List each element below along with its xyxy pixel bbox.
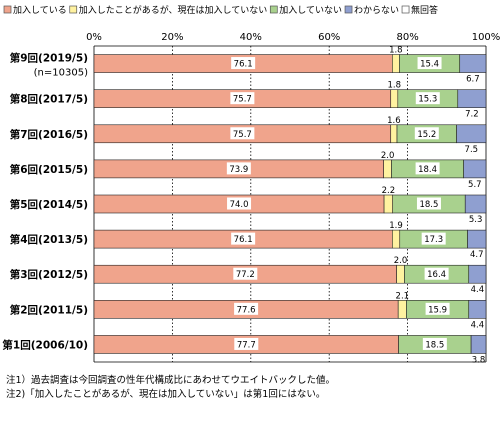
data-label-r4-s4: 5.7 — [468, 180, 482, 190]
x-tick-60: 60% — [318, 32, 340, 43]
data-label-bg-r3-s3 — [414, 127, 439, 140]
bar-segment-r8-s4 — [468, 300, 487, 319]
legend-label-5: 無回答 — [411, 4, 438, 16]
data-label-bg-r4-s3 — [415, 162, 440, 175]
data-label-r1-s2: 1.8 — [389, 46, 403, 56]
category-label-5: 第5回(2014/5) — [10, 198, 88, 211]
legend-swatch-4 — [344, 5, 353, 14]
data-label-r8-s1: 77.6 — [237, 305, 256, 315]
bar-segment-r6-s4 — [467, 229, 487, 249]
note-2: 注2)「加入したことがあるが、現在は加入していない」は第1回にはない。 — [6, 389, 326, 400]
data-label-bg-r6-s1 — [231, 232, 256, 245]
data-label-r9-s1: 77.7 — [237, 340, 256, 350]
category-label-7: 第3回(2012/5) — [10, 268, 88, 281]
data-label-bg-r6-s3 — [421, 232, 446, 245]
data-label-bg-r9-s1 — [234, 337, 259, 350]
data-label-bg-r5-s3 — [416, 197, 441, 210]
data-label-r4-s2: 2.0 — [381, 151, 395, 161]
bar-segment-r1-s4 — [459, 54, 487, 73]
x-tick-100: 100% — [472, 32, 501, 43]
bar-segment-r3-s2 — [390, 124, 398, 144]
bar-segment-r5-s2 — [383, 194, 394, 214]
bar-segment-r2-s4 — [457, 89, 487, 108]
data-label-r2-s4: 7.2 — [465, 110, 479, 120]
data-label-bg-r9-s3 — [422, 337, 447, 350]
category-label-6: 第4回(2013/5) — [10, 233, 88, 246]
data-label-r4-s1: 73.9 — [229, 165, 248, 175]
bar-segment-r7-s2 — [396, 264, 405, 284]
data-label-r9-s4: 3.8 — [472, 355, 486, 365]
data-label-r7-s4: 4.4 — [471, 285, 485, 295]
x-tick-0: 0% — [86, 32, 102, 43]
note-1: 注1）過去調査は今回調査の性年代構成比にあわせてウエイトバックした値。 — [6, 375, 336, 386]
legend-label-3: 加入していない — [279, 5, 342, 16]
data-label-bg-r5-s1 — [227, 197, 252, 210]
bar-segment-r2-s2 — [390, 89, 399, 108]
data-label-r8-s4: 4.4 — [471, 320, 485, 330]
bar-segment-r8-s2 — [397, 300, 407, 319]
data-label-bg-r3-s1 — [230, 127, 255, 140]
bar-segment-r1-s2 — [392, 54, 400, 73]
data-label-bg-r7-s3 — [424, 267, 449, 280]
data-label-r7-s2: 2.0 — [394, 256, 408, 266]
legend-swatch-5 — [401, 5, 410, 14]
bar-segment-r4-s4 — [463, 159, 487, 179]
legend-swatch-2 — [69, 5, 78, 14]
bar-segment-r6-s2 — [392, 229, 401, 249]
data-label-r5-s2: 2.2 — [382, 186, 396, 196]
data-label-bg-r2-s3 — [415, 92, 440, 105]
bar-segment-r7-s4 — [468, 264, 487, 284]
category-sublabel-1: (n=10305) — [34, 68, 88, 79]
data-label-r2-s1: 75.7 — [233, 95, 252, 105]
data-label-bg-r2-s1 — [230, 92, 255, 105]
data-label-r5-s3: 18.5 — [419, 200, 438, 210]
data-label-r2-s2: 1.8 — [388, 81, 402, 91]
data-label-r1-s3: 15.4 — [420, 60, 439, 70]
legend-label-2: 加入したことがあるが、現在は加入していない — [79, 4, 268, 16]
category-label-9: 第1回(2006/10) — [2, 338, 88, 351]
legend-label-4: わからない — [354, 5, 399, 16]
data-label-r3-s3: 15.2 — [417, 130, 436, 140]
bar-segment-r5-s4 — [464, 194, 487, 214]
legend-label-1: 加入している — [13, 5, 67, 16]
x-tick-40: 40% — [240, 32, 262, 43]
data-label-bg-r1-s1 — [231, 57, 256, 70]
bar-segment-r4-s2 — [383, 159, 392, 179]
data-label-bg-r8-s3 — [425, 302, 450, 315]
data-label-r5-s4: 5.3 — [469, 215, 483, 225]
data-label-r7-s1: 77.2 — [236, 270, 255, 280]
category-label-3: 第7回(2016/5) — [10, 128, 88, 141]
data-label-r7-s3: 16.4 — [427, 270, 446, 280]
category-label-8: 第2回(2011/5) — [10, 303, 88, 316]
x-tick-80: 80% — [396, 32, 418, 43]
data-label-r8-s2: 2.1 — [396, 291, 410, 301]
data-label-r4-s3: 18.4 — [418, 165, 437, 175]
data-label-r1-s4: 6.7 — [466, 75, 480, 85]
data-label-r6-s1: 76.1 — [234, 235, 253, 245]
data-label-r2-s3: 15.3 — [418, 95, 437, 105]
category-label-4: 第6回(2015/5) — [10, 163, 88, 176]
legend-swatch-1 — [3, 5, 12, 14]
legend-swatch-3 — [269, 5, 278, 14]
data-label-r5-s1: 74.0 — [230, 200, 249, 210]
data-label-bg-r8-s1 — [234, 302, 259, 315]
x-tick-20: 20% — [161, 32, 183, 43]
data-label-r1-s1: 76.1 — [234, 60, 253, 70]
bar-segment-r3-s4 — [456, 124, 487, 144]
data-label-r3-s4: 7.5 — [465, 145, 479, 155]
data-label-r3-s1: 75.7 — [233, 130, 252, 140]
data-label-r6-s3: 17.3 — [424, 235, 443, 245]
category-label-2: 第8回(2017/5) — [10, 93, 88, 106]
data-label-r6-s2: 1.9 — [389, 221, 403, 231]
data-label-bg-r1-s3 — [417, 57, 442, 70]
data-label-r3-s2: 1.6 — [387, 116, 401, 126]
data-label-bg-r7-s1 — [233, 267, 258, 280]
data-label-r6-s4: 4.7 — [470, 250, 484, 260]
bar-segment-r9-s4 — [470, 335, 487, 354]
category-label-1: 第9回(2019/5) — [10, 52, 88, 65]
data-label-bg-r4-s1 — [226, 162, 251, 175]
data-label-r9-s3: 18.5 — [425, 340, 444, 350]
data-label-r8-s3: 15.9 — [428, 305, 447, 315]
